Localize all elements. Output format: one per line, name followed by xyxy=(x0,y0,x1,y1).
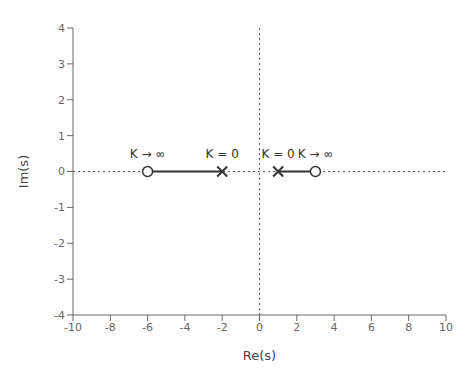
svg-text:4: 4 xyxy=(331,321,338,334)
svg-text:-10: -10 xyxy=(64,321,82,334)
svg-text:K = 0: K = 0 xyxy=(262,147,295,161)
svg-text:K → ∞: K → ∞ xyxy=(130,147,166,161)
svg-text:K → ∞: K → ∞ xyxy=(298,147,334,161)
svg-text:-1: -1 xyxy=(54,201,65,214)
svg-text:-4: -4 xyxy=(54,309,65,322)
svg-text:-2: -2 xyxy=(54,237,65,250)
svg-text:-4: -4 xyxy=(179,321,190,334)
svg-text:2: 2 xyxy=(293,321,300,334)
svg-text:0: 0 xyxy=(58,165,65,178)
svg-text:-8: -8 xyxy=(105,321,116,334)
svg-text:-3: -3 xyxy=(54,273,65,286)
svg-text:6: 6 xyxy=(368,321,375,334)
svg-text:0: 0 xyxy=(256,321,263,334)
svg-text:Re(s): Re(s) xyxy=(243,348,276,363)
svg-text:K = 0: K = 0 xyxy=(206,147,239,161)
svg-text:1: 1 xyxy=(58,130,65,143)
svg-text:8: 8 xyxy=(405,321,412,334)
svg-text:2: 2 xyxy=(58,94,65,107)
svg-text:Im(s): Im(s) xyxy=(16,155,31,188)
svg-text:4: 4 xyxy=(58,22,65,35)
svg-text:-2: -2 xyxy=(217,321,228,334)
svg-text:3: 3 xyxy=(58,58,65,71)
svg-text:10: 10 xyxy=(439,321,453,334)
svg-text:-6: -6 xyxy=(142,321,153,334)
